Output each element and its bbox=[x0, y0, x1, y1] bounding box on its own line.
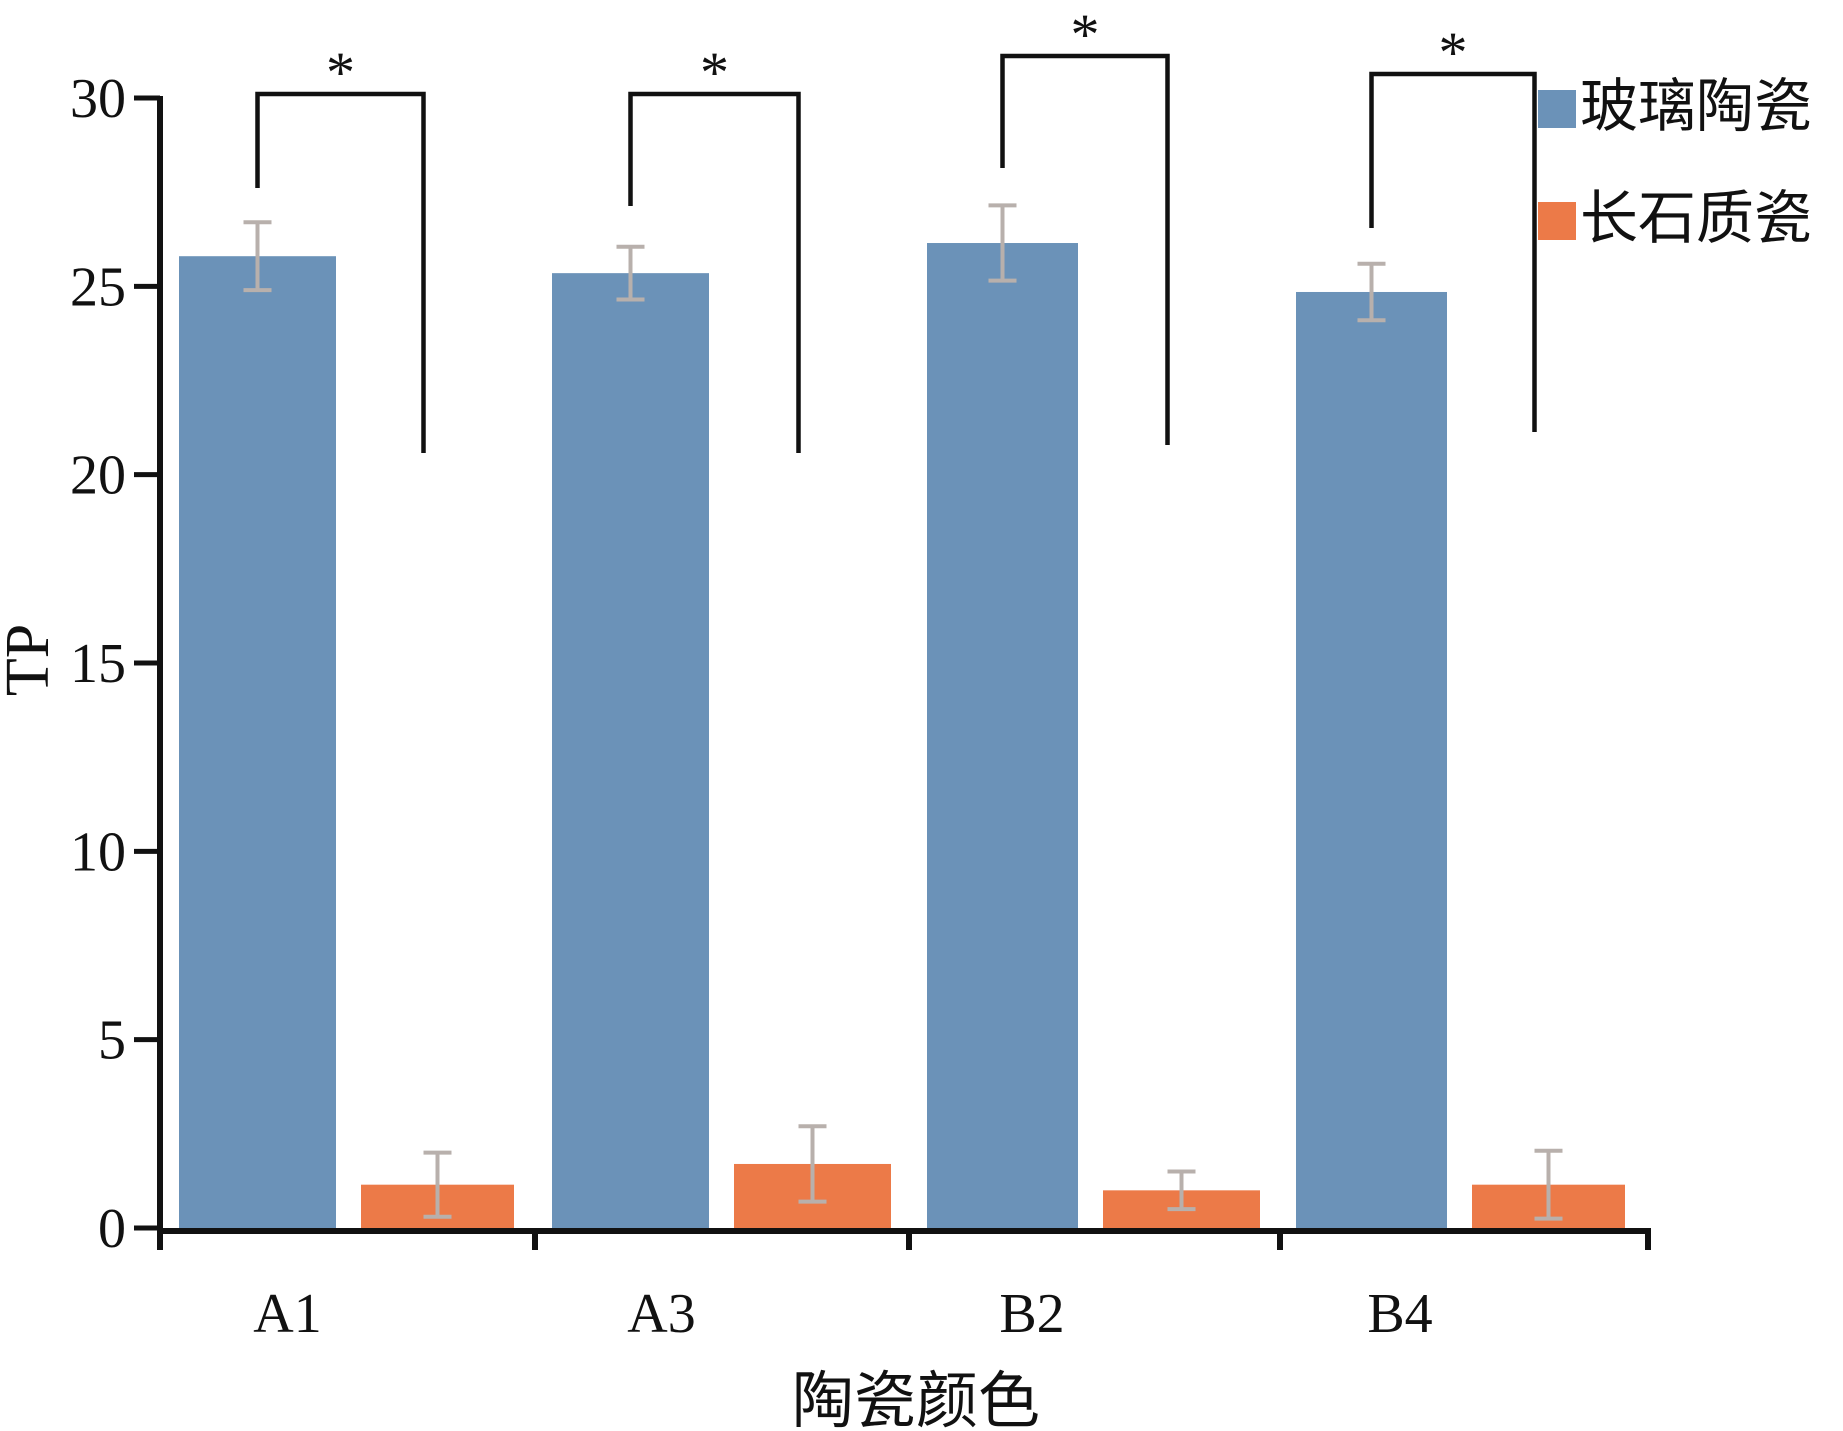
axes-layer: 0 5 10 15 20 25 30 A1 A3 B2 B4 bbox=[70, 68, 1651, 1345]
bar-b4-series-1 bbox=[1296, 291, 1447, 1228]
significance-bracket-a3 bbox=[628, 91, 801, 453]
significance-bracket-a1 bbox=[255, 91, 426, 453]
y-axis-title: TP bbox=[0, 624, 62, 696]
legend-label-series-2: 长石质瓷 bbox=[1580, 186, 1812, 251]
significance-layer: * * * * bbox=[255, 2, 1537, 453]
significance-star-b2: * bbox=[1071, 2, 1100, 67]
x-axis-title: 陶瓷颜色 bbox=[792, 1368, 1040, 1431]
error-bars-layer bbox=[243, 203, 1563, 1221]
significance-star-b4: * bbox=[1439, 20, 1468, 85]
x-tick-label-b4: B4 bbox=[1367, 1283, 1432, 1345]
y-tick-label-15: 15 bbox=[70, 633, 126, 695]
legend-swatch-series-1 bbox=[1538, 90, 1576, 128]
significance-star-a1: * bbox=[326, 40, 355, 105]
bar-a3-series-1 bbox=[552, 273, 709, 1228]
bar-b2-series-1 bbox=[927, 243, 1078, 1228]
bar-a1-series-1 bbox=[179, 256, 336, 1228]
legend-label-series-1: 玻璃陶瓷 bbox=[1580, 74, 1812, 139]
y-tick-label-25: 25 bbox=[70, 256, 126, 318]
y-tick-label-10: 10 bbox=[70, 821, 126, 883]
y-tick-label-0: 0 bbox=[98, 1198, 126, 1260]
x-tick-label-b2: B2 bbox=[999, 1283, 1064, 1345]
y-tick-label-5: 5 bbox=[98, 1010, 126, 1072]
x-tick-label-a1: A1 bbox=[253, 1283, 321, 1345]
bars-layer bbox=[179, 243, 1625, 1228]
significance-star-a3: * bbox=[700, 40, 729, 105]
significance-bracket-b4 bbox=[1369, 71, 1537, 432]
y-tick-label-30: 30 bbox=[70, 68, 126, 130]
y-tick-label-20: 20 bbox=[70, 445, 126, 507]
legend-swatch-series-2 bbox=[1538, 202, 1576, 240]
significance-bracket-b2 bbox=[1000, 53, 1170, 445]
x-tick-label-a3: A3 bbox=[627, 1283, 695, 1345]
